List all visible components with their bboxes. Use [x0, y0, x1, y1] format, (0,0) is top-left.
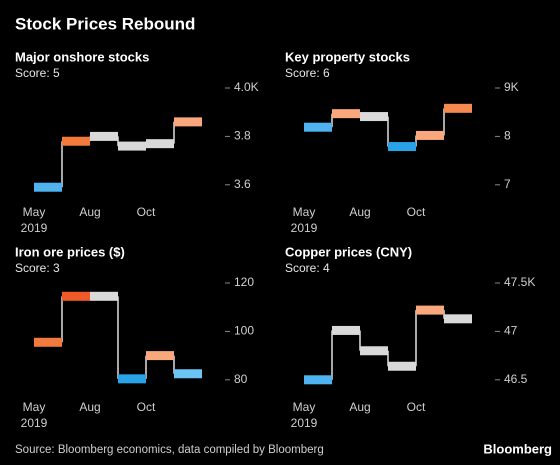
y-tick-label: 4.0K	[234, 80, 259, 94]
y-tick-label: 47.5K	[504, 275, 535, 289]
y-tick-label: 9K	[504, 80, 519, 94]
step-segment	[118, 374, 146, 384]
x-year-label: 2019	[291, 221, 318, 235]
x-tick-label: Oct	[407, 205, 426, 219]
main-title: Stock Prices Rebound	[15, 14, 195, 33]
step-segment	[62, 136, 90, 146]
step-segment	[174, 369, 202, 379]
step-segment	[388, 142, 416, 152]
y-tick-label: 80	[234, 372, 248, 386]
x-tick-label: Aug	[349, 400, 370, 414]
y-tick-label: 120	[234, 275, 254, 289]
step-segment	[174, 117, 202, 127]
step-segment	[332, 325, 360, 335]
x-tick-label: May	[293, 400, 316, 414]
step-segment	[146, 139, 174, 149]
panel-title: Key property stocks	[285, 49, 410, 64]
panel-subtitle: Score: 4	[285, 261, 330, 275]
step-segment	[332, 109, 360, 119]
x-tick-label: May	[293, 205, 316, 219]
step-segment	[34, 337, 62, 347]
x-tick-label: Aug	[349, 205, 370, 219]
step-segment	[444, 314, 472, 324]
y-tick-label: 3.6	[234, 177, 251, 191]
x-tick-label: May	[23, 205, 46, 219]
x-tick-label: Oct	[137, 205, 156, 219]
brand: Bloomberg	[483, 441, 552, 456]
source: Source: Bloomberg economics, data compil…	[15, 444, 324, 456]
step-segment	[416, 130, 444, 140]
panel-subtitle: Score: 5	[15, 66, 60, 80]
x-year-label: 2019	[21, 221, 48, 235]
step-segment	[360, 112, 388, 122]
step-segment	[90, 291, 118, 301]
y-tick-label: 47	[504, 324, 518, 338]
step-segment	[304, 122, 332, 132]
y-tick-label: 3.8	[234, 129, 251, 143]
panel-title: Major onshore stocks	[15, 49, 149, 64]
x-year-label: 2019	[21, 416, 48, 430]
panel-subtitle: Score: 6	[285, 66, 330, 80]
step-segment	[360, 346, 388, 356]
panel-subtitle: Score: 3	[15, 261, 60, 275]
step-segment	[146, 351, 174, 361]
x-tick-label: Oct	[407, 400, 426, 414]
panel-title: Copper prices (CNY)	[285, 244, 412, 259]
y-tick-label: 7	[504, 177, 511, 191]
y-tick-label: 8	[504, 129, 511, 143]
y-tick-label: 100	[234, 324, 254, 338]
x-year-label: 2019	[291, 416, 318, 430]
x-tick-label: Oct	[137, 400, 156, 414]
step-segment	[118, 141, 146, 151]
step-segment	[90, 131, 118, 141]
step-segment	[388, 361, 416, 371]
x-tick-label: Aug	[79, 400, 100, 414]
step-segment	[304, 375, 332, 385]
step-segment	[34, 182, 62, 192]
step-segment	[62, 291, 90, 301]
panel-title: Iron ore prices ($)	[15, 244, 125, 259]
x-tick-label: May	[23, 400, 46, 414]
x-tick-label: Aug	[79, 205, 100, 219]
step-segment	[444, 103, 472, 113]
step-segment	[416, 305, 444, 315]
y-tick-label: 46.5	[504, 372, 528, 386]
